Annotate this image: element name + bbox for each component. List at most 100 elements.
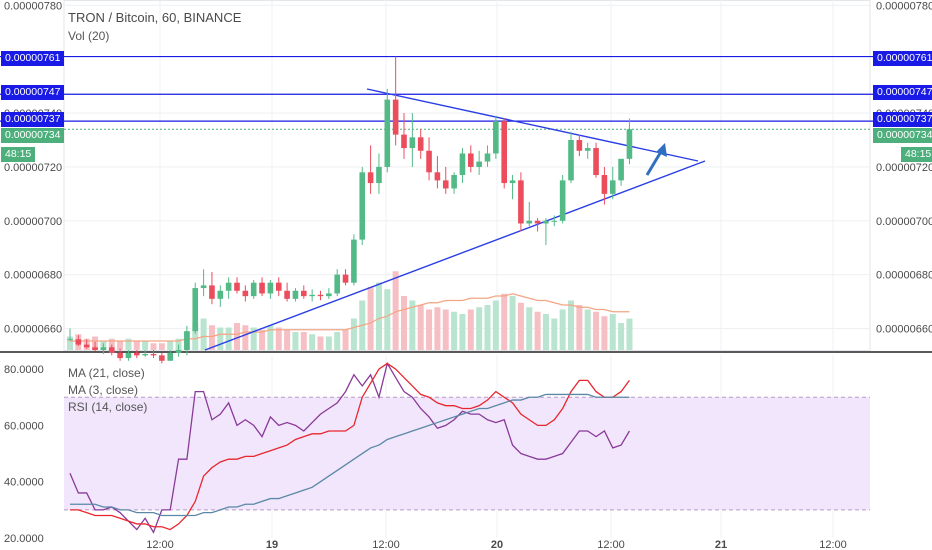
- volume-bar: [559, 309, 566, 350]
- volume-bar: [593, 311, 600, 350]
- price-label-737-left: 0.00000737: [1, 112, 65, 127]
- volume-bar: [568, 300, 574, 350]
- volume-bar: [459, 314, 466, 350]
- y-tick-label-right: 0.00000680: [876, 270, 932, 282]
- candle-body: [442, 180, 449, 189]
- candle-body: [67, 339, 73, 341]
- candle-body: [142, 354, 148, 356]
- volume-bar: [501, 293, 508, 350]
- candle-body: [434, 172, 441, 181]
- x-tick-label: 21: [715, 539, 727, 550]
- volume-bar: [584, 309, 591, 350]
- price-label-761-right: 0.00000761: [873, 51, 932, 66]
- candle-body: [459, 153, 466, 175]
- volume-bar: [292, 332, 299, 350]
- candle-body: [334, 274, 340, 294]
- candle-body: [584, 148, 591, 151]
- y-tick-label-left: 0.00000780: [4, 0, 62, 12]
- volume-bar: [67, 336, 73, 350]
- y-tick-label-right: 0.00000780: [876, 0, 932, 12]
- y-tick-label-left: 0.00000680: [4, 270, 62, 282]
- volume-bar: [576, 305, 583, 350]
- price-label-747-right: 0.00000747: [873, 85, 932, 100]
- countdown-label-left: 48:15: [1, 147, 36, 162]
- volume-bar: [451, 311, 458, 350]
- volume-bar: [234, 323, 240, 350]
- candle-body: [259, 282, 265, 294]
- candle-body: [559, 180, 566, 221]
- rsi-y-tick-left: 20.0000: [4, 533, 44, 545]
- volume-bar: [142, 341, 149, 350]
- volume-bar: [384, 289, 391, 350]
- volume-bar: [317, 336, 324, 350]
- price-label-737-right: 0.00000737: [873, 112, 932, 127]
- candle-body: [159, 355, 165, 361]
- candle-body: [301, 290, 307, 297]
- y-tick-label-right: 0.00000660: [876, 323, 932, 335]
- breakout-arrow-head: [656, 143, 667, 157]
- candle-body: [426, 150, 432, 173]
- candle-body: [309, 294, 315, 297]
- candle-body: [167, 352, 173, 361]
- candle-body: [242, 290, 249, 297]
- rsi-legend-rsi: RSI (14, close): [68, 400, 148, 414]
- candle-body: [75, 339, 82, 345]
- candle-body: [618, 158, 624, 181]
- candle-body: [367, 172, 374, 184]
- volume-bar: [334, 332, 341, 350]
- volume-bar: [601, 316, 608, 350]
- volume-bar: [167, 341, 174, 350]
- candle-body: [225, 282, 232, 291]
- volume-bar: [509, 296, 516, 350]
- volume-bar: [175, 338, 182, 350]
- candle-body: [601, 175, 608, 194]
- candle-body: [609, 180, 616, 194]
- candle-body: [284, 290, 290, 299]
- main-pane-frame: [63, 0, 871, 351]
- x-tick-label: 12:00: [372, 539, 400, 550]
- candle-body: [417, 137, 424, 151]
- x-tick-label: 19: [266, 539, 278, 550]
- volume-bar: [217, 327, 224, 350]
- candle-body: [92, 347, 98, 350]
- volume-bar: [534, 311, 541, 350]
- candle-body: [117, 352, 123, 359]
- volume-legend: Vol (20): [68, 29, 110, 43]
- lower-trend-line: [204, 160, 706, 351]
- rsi-line: [69, 361, 631, 534]
- volume-bar: [409, 300, 416, 350]
- volume-bar: [618, 323, 625, 350]
- rsi-legend-ma21: MA (21, close): [68, 366, 145, 380]
- volume-bar: [158, 343, 165, 350]
- y-tick-label-left: 0.00000720: [4, 162, 62, 174]
- volume-bar: [242, 325, 249, 350]
- candle-body: [593, 148, 599, 175]
- volume-bar: [259, 329, 266, 350]
- volume-bar: [434, 307, 441, 350]
- candle-body: [200, 285, 207, 289]
- candle-body: [275, 282, 282, 291]
- candle-body: [209, 285, 215, 299]
- candle-body: [125, 352, 132, 359]
- volume-bar: [325, 336, 332, 350]
- candle-body: [250, 282, 257, 297]
- x-tick-label: 12:00: [819, 539, 847, 550]
- volume-bar: [367, 287, 374, 350]
- breakout-arrow: [645, 149, 664, 176]
- candle-body: [83, 344, 90, 348]
- candle-body: [501, 121, 507, 184]
- rsi-ma3-line: [70, 362, 630, 531]
- x-tick-label: 12:00: [597, 539, 625, 550]
- candle-body: [317, 294, 324, 297]
- volume-bar: [267, 325, 274, 350]
- candle-body: [292, 290, 299, 299]
- candle-body: [526, 220, 533, 224]
- volume-bar: [342, 329, 349, 350]
- volume-bar: [401, 296, 407, 350]
- countdown-label-right: 48:15: [901, 147, 932, 162]
- candle-body: [576, 140, 583, 151]
- x-tick-label: 12:00: [146, 539, 174, 550]
- candle-body: [150, 354, 157, 356]
- volume-bar: [492, 300, 499, 350]
